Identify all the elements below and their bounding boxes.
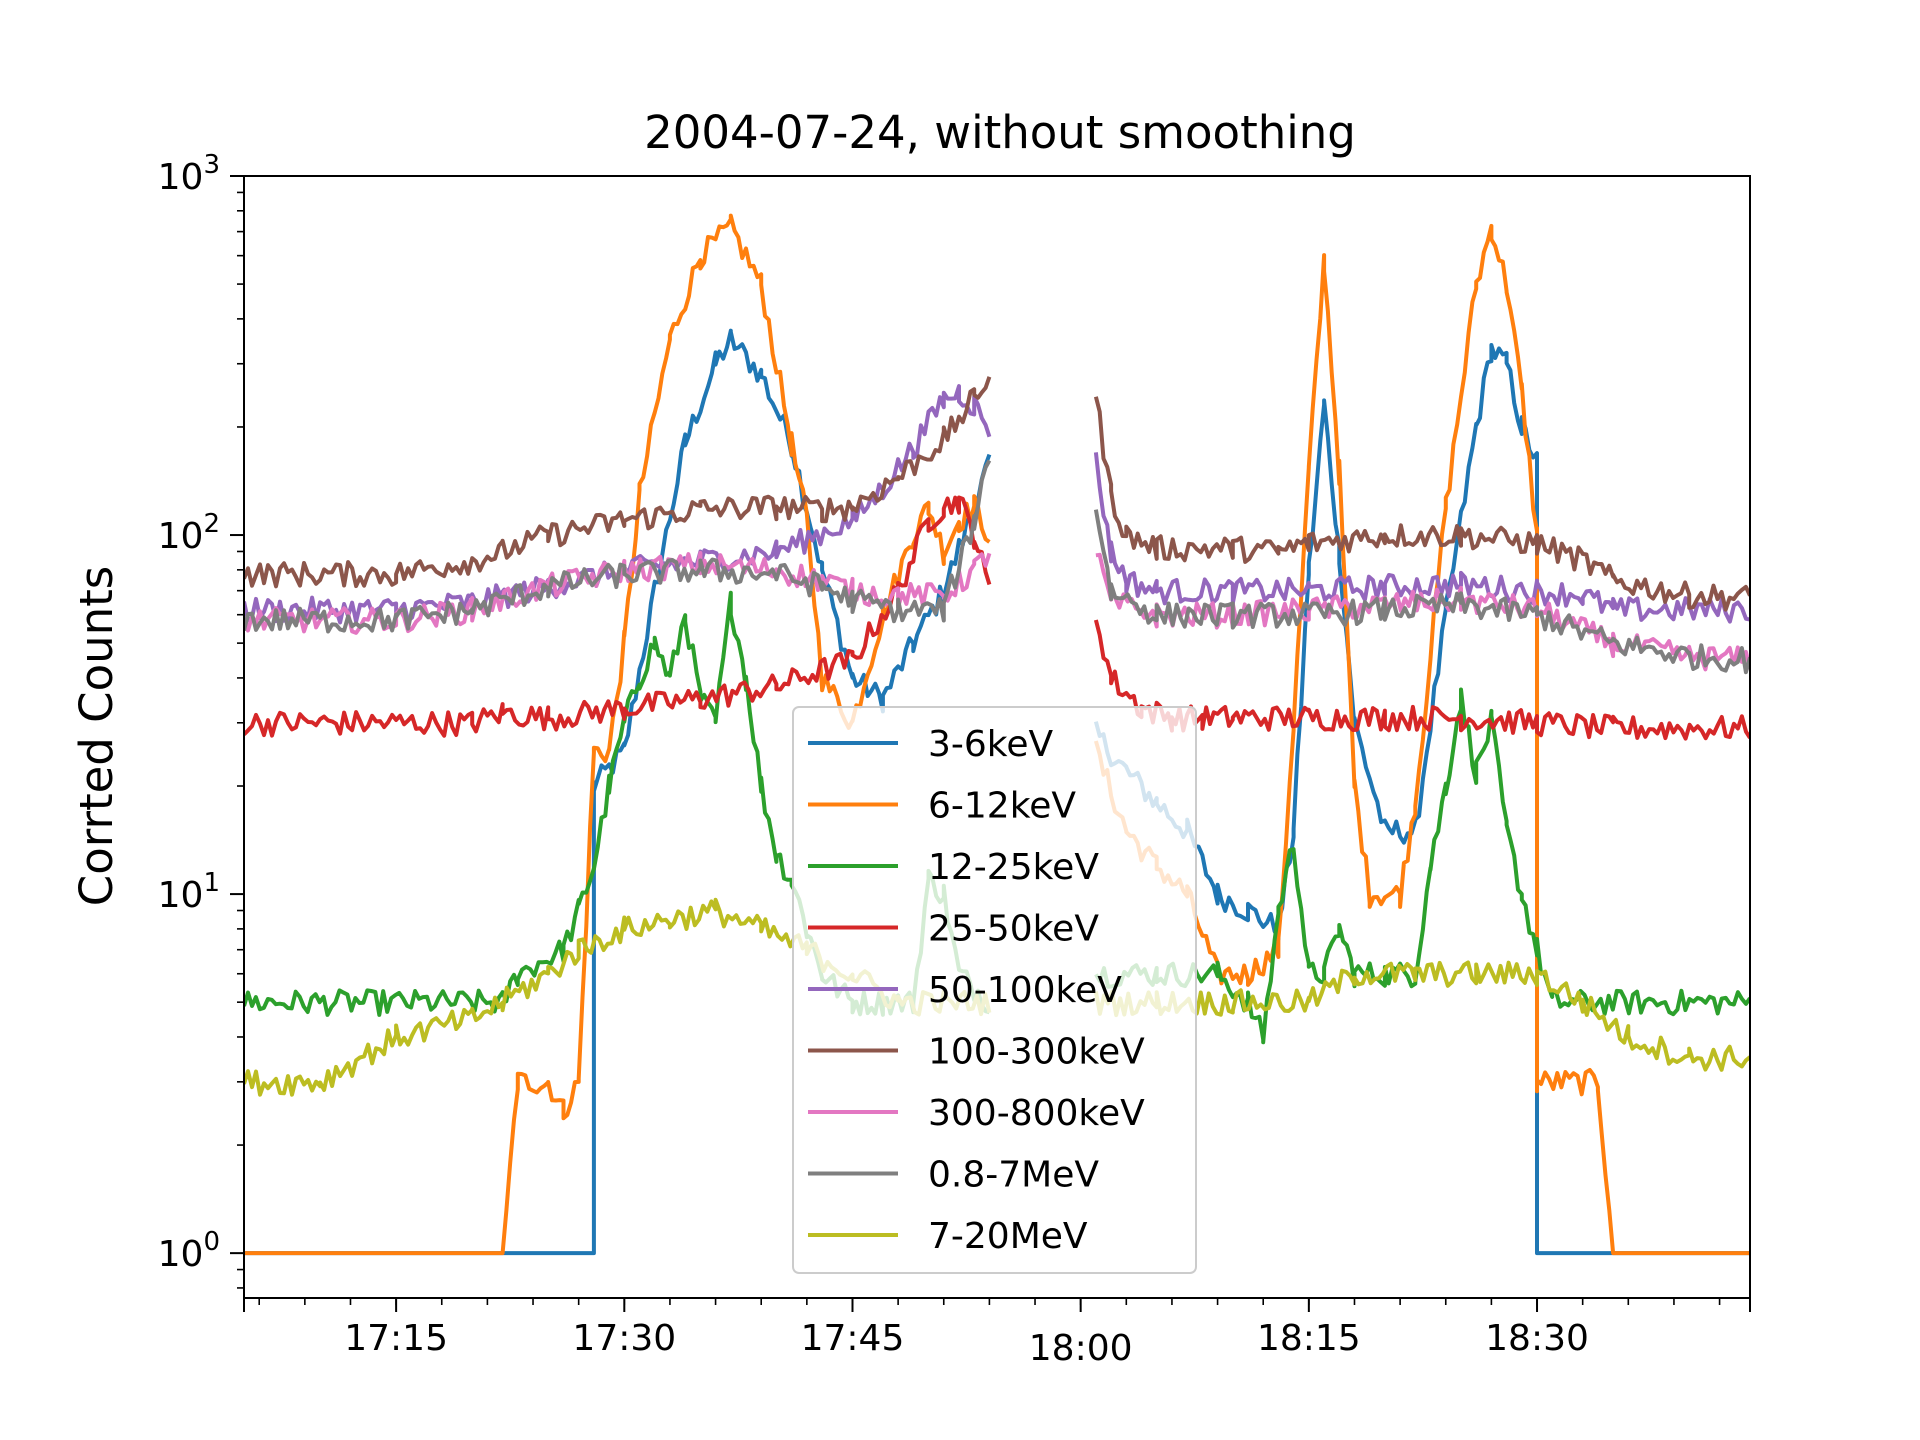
legend-label: 6-12keV bbox=[928, 786, 1076, 827]
x-tick-label: 17:45 bbox=[801, 1318, 905, 1359]
series-line-100-300keV bbox=[244, 376, 992, 589]
chart-title: 2004-07-24, without smoothing bbox=[644, 106, 1356, 159]
legend-label: 7-20MeV bbox=[928, 1216, 1088, 1257]
y-tick-label: 102 bbox=[158, 509, 220, 557]
series-line-50-100keV bbox=[1093, 452, 1750, 624]
legend-label: 12-25keV bbox=[928, 847, 1099, 888]
legend: 3-6keV 6-12keV 12-25keV 25-50keV 50-100keV 10… bbox=[792, 706, 1197, 1274]
x-tick-label: 17:15 bbox=[344, 1318, 448, 1359]
series-line-7-20MeV bbox=[1093, 960, 1750, 1072]
y-axis: 100 101 102 103 bbox=[158, 150, 244, 1289]
y-tick-label: 103 bbox=[158, 150, 220, 198]
y-axis-label: Corrted Counts bbox=[70, 566, 123, 906]
series-line-0.8-7MeV bbox=[244, 459, 992, 634]
series-line-25-50keV bbox=[244, 495, 992, 738]
series-line-6-12keV bbox=[1093, 223, 1750, 1256]
legend-label: 100-300keV bbox=[928, 1032, 1145, 1073]
legend-label: 25-50keV bbox=[928, 909, 1099, 950]
x-tick-label: 18:30 bbox=[1485, 1318, 1589, 1359]
y-tick-label: 100 bbox=[158, 1227, 220, 1275]
plot-frame bbox=[243, 175, 1751, 1299]
legend-label: 300-800keV bbox=[928, 1093, 1145, 1134]
x-tick-label: 18:15 bbox=[1257, 1318, 1361, 1359]
y-tick-label: 101 bbox=[158, 868, 220, 916]
x-tick-label: 17:30 bbox=[572, 1318, 676, 1359]
legend-label: 3-6keV bbox=[928, 724, 1054, 765]
legend-label: 0.8-7MeV bbox=[928, 1155, 1099, 1196]
legend-box bbox=[792, 706, 1197, 1274]
x-axis: 17:15 17:30 17:45 18:00 18:15 18:30 bbox=[243, 1298, 1751, 1369]
series-line-0.8-7MeV bbox=[1093, 509, 1750, 675]
x-tick-label: 18:00 bbox=[1029, 1328, 1133, 1369]
legend-label: 50-100keV bbox=[928, 970, 1122, 1011]
series-line-100-300keV bbox=[1093, 396, 1750, 612]
